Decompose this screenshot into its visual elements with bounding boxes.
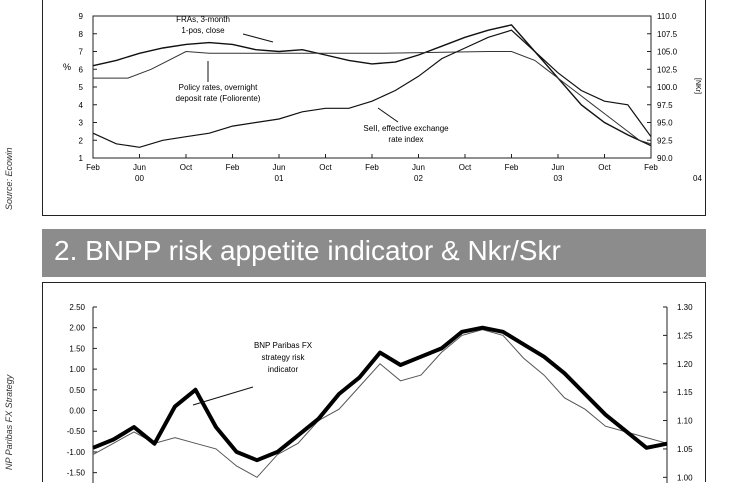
y-right-axis-label: [NKr] bbox=[694, 78, 701, 94]
plot-frame bbox=[92, 15, 652, 159]
chart-panel-2: 2.50 2.00 1.50 1.00 0.50 0.00 -0.50 -1.00 -1.50 1… bbox=[42, 282, 706, 483]
annotation-policy: deposit rate (Foliorente) bbox=[176, 94, 261, 103]
y-right-tick-label: 1.15 bbox=[677, 388, 693, 397]
series-line-2 bbox=[92, 329, 668, 478]
y-left-tick-label: 2.00 bbox=[69, 324, 85, 333]
series-line-3 bbox=[92, 29, 652, 148]
annotation-risk-arrow bbox=[192, 386, 254, 406]
y-left-tick-label: -0.50 bbox=[67, 427, 86, 436]
y-left-tick-label: 1.50 bbox=[69, 344, 85, 353]
y-left-tick-label: -1.00 bbox=[67, 448, 86, 457]
annotation-fra: FRAs, 3-month bbox=[176, 15, 230, 24]
y-left-tick-label: 0.50 bbox=[69, 386, 85, 395]
panel-2-title: 2. BNPP risk appetite indicator & Nkr/Sk… bbox=[54, 235, 561, 266]
x-year-label: 02 bbox=[414, 174, 423, 183]
x-tick-label: Feb bbox=[86, 163, 100, 172]
y-left-tick-label: 5 bbox=[79, 83, 84, 92]
x-tick-label: Feb bbox=[226, 163, 240, 172]
y-left-tick-label: 4 bbox=[79, 101, 84, 110]
y-right-tick-label: 1.25 bbox=[677, 331, 693, 340]
y-right-tick-label: 107.5 bbox=[657, 30, 678, 39]
x-tick-label: Feb bbox=[644, 163, 658, 172]
x-tick-label: Jun bbox=[133, 163, 146, 172]
x-tick-label: Jun bbox=[552, 163, 565, 172]
x-year-label: 04 bbox=[693, 174, 702, 183]
source-label: Source: Ecowin bbox=[4, 147, 14, 210]
chart-1: 9 8 7 6 5 4 3 2 1 110.0 107.5 105.0 102.5 100.0 97.5 95… bbox=[63, 12, 702, 183]
y-right-tick-label: 100.0 bbox=[657, 83, 678, 92]
y-right-tick-label: 1.05 bbox=[677, 445, 693, 454]
x-tick-label: Feb bbox=[505, 163, 519, 172]
series-line-1 bbox=[92, 325, 668, 463]
y-left-tick-label: 1.00 bbox=[69, 365, 85, 374]
annotation-risk: BNP Paribas FX bbox=[254, 341, 313, 350]
x-year-label: 00 bbox=[135, 174, 144, 183]
annotation-sek: SeII, effective exchange bbox=[363, 124, 449, 133]
annotation-risk: indicator bbox=[268, 365, 299, 374]
annotation-fra: 1-pos, close bbox=[181, 26, 225, 35]
y-right-tick-label: 90.0 bbox=[657, 154, 673, 163]
y-right-tick-label: 92.5 bbox=[657, 136, 673, 145]
y-left-tick-label: 3 bbox=[79, 119, 84, 128]
y-left-tick-label: 2 bbox=[79, 136, 84, 145]
y-left-axis-label: % bbox=[63, 62, 71, 72]
x-tick-label: Jun bbox=[273, 163, 286, 172]
y-right-tick-label: 97.5 bbox=[657, 101, 673, 110]
annotation-fra-arrow bbox=[242, 33, 274, 43]
x-year-label: 03 bbox=[554, 174, 563, 183]
panel-2-title-bar: 2. BNPP risk appetite indicator & Nkr/Sk… bbox=[42, 229, 706, 277]
source-label-2: NP Paribas FX Strategy bbox=[4, 374, 14, 470]
x-tick-label: Oct bbox=[180, 163, 193, 172]
y-left-tick-label: 6 bbox=[79, 65, 84, 74]
x-tick-label: Oct bbox=[598, 163, 611, 172]
x-year-label: 01 bbox=[275, 174, 284, 183]
y-left-tick-label: 8 bbox=[79, 30, 84, 39]
series-line-2 bbox=[93, 50, 652, 145]
annotation-sek-arrow bbox=[377, 107, 399, 123]
y-left-tick-label: 1 bbox=[79, 154, 84, 163]
chart-panel-1: 9 8 7 6 5 4 3 2 1 110.0 107.5 105.0 102.5 100.0 97.5 95… bbox=[42, 0, 706, 216]
chart-2: 2.50 2.00 1.50 1.00 0.50 0.00 -0.50 -1.00 -1.50 1… bbox=[67, 303, 693, 483]
y-left-tick-label: -1.50 bbox=[67, 469, 86, 478]
annotation-policy: Policy rates, overnight bbox=[179, 83, 258, 92]
y-right-tick-label: 102.5 bbox=[657, 65, 678, 74]
y-right-tick-label: 1.10 bbox=[677, 417, 693, 426]
y-left-tick-label: 0.00 bbox=[69, 407, 85, 416]
x-tick-label: Jun bbox=[412, 163, 425, 172]
x-tick-label: Feb bbox=[365, 163, 379, 172]
x-tick-label: Oct bbox=[319, 163, 332, 172]
annotation-risk: strategy risk bbox=[261, 353, 305, 362]
y-left-tick-label: 9 bbox=[79, 12, 84, 21]
x-tick-label: Oct bbox=[459, 163, 472, 172]
y-left-tick-label: 7 bbox=[79, 48, 84, 57]
y-right-tick-label: 95.0 bbox=[657, 119, 673, 128]
y-left-tick-label: 2.50 bbox=[69, 303, 85, 312]
y-right-tick-label: 1.20 bbox=[677, 360, 693, 369]
y-right-tick-label: 1.00 bbox=[677, 473, 693, 482]
y-right-tick-label: 105.0 bbox=[657, 48, 678, 57]
y-right-tick-label: 1.30 bbox=[677, 303, 693, 312]
y-right-tick-label: 110.0 bbox=[657, 12, 677, 21]
annotation-sek: rate index bbox=[388, 135, 423, 144]
